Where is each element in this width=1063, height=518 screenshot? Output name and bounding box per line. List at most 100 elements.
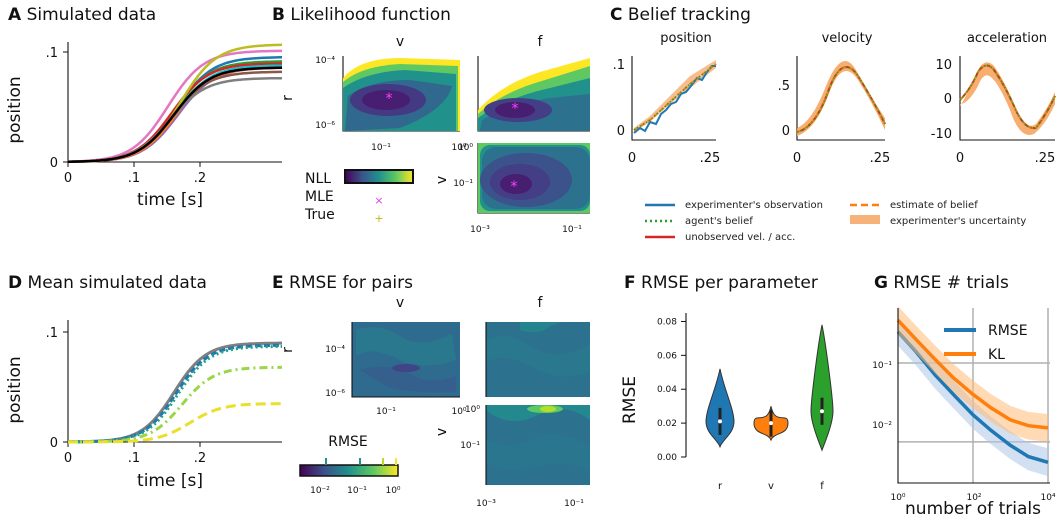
panel-c-vel-ytick-1: .5	[778, 79, 790, 94]
panel-e-xtick-bot-1: 10⁻¹	[564, 499, 584, 509]
panel-a-xtick-0: 0	[64, 171, 72, 186]
panel-b-title: Likelihood function	[290, 5, 451, 25]
panel-c-pos-observation	[633, 65, 716, 134]
panel-b-mle-marker-1: *	[386, 91, 393, 107]
panel-g-xtick-2: 10⁴	[1040, 493, 1055, 503]
panel-f-yticks: 0.00 0.02 0.04 0.06 0.08	[657, 317, 686, 463]
panel-a-xlabel: time [s]	[137, 190, 203, 210]
panel-e-cbar-label: RMSE	[328, 434, 368, 450]
panel-e-vtick-0: 10⁻¹	[460, 441, 480, 451]
panel-d-condition-curve	[68, 402, 282, 444]
panel-e-xtick-bot-0: 10⁻³	[476, 499, 496, 509]
panel-b-rtick-0: 10⁻⁴	[315, 56, 335, 66]
panel-e-row-r: r	[280, 347, 296, 353]
panel-d-xtick-1: .1	[128, 451, 140, 466]
panel-f: F RMSE per parameter RMSE 0.000.020.040.…	[620, 273, 834, 492]
panel-g-title: RMSE # trials	[893, 273, 1009, 293]
panel-g-plot	[896, 306, 1050, 483]
panel-e-col-f: f	[538, 295, 544, 311]
panel-b-letter: B	[272, 5, 285, 25]
panel-b-nll-colorbar	[344, 169, 414, 184]
panel-c-acc-uncertainty	[960, 62, 1055, 135]
panel-e-col-v: v	[396, 295, 404, 311]
panel-f-median-f	[820, 409, 824, 414]
panel-g: G RMSE # trials 10⁻¹ 10⁻² 10⁰ 10² 10⁴ nu…	[872, 273, 1056, 518]
panel-e-row-v: v	[434, 428, 450, 436]
panel-a-title: Simulated data	[27, 5, 157, 25]
panel-a-xtick-2: .2	[194, 171, 206, 186]
panel-e-title: RMSE for pairs	[289, 273, 413, 293]
panel-a-mean-curve	[68, 66, 283, 163]
panel-f-ytick: 0.08	[657, 317, 677, 327]
panel-e-rtick-0: 10⁻⁴	[325, 345, 345, 355]
panel-c-vel-xtick-0: 0	[793, 151, 801, 166]
panel-b-legend-true: True	[304, 207, 335, 223]
panel-b-xtick-bot-1: 10⁻¹	[562, 225, 582, 235]
panel-f-ytick: 0.02	[657, 419, 677, 429]
panel-g-legend-kl: KL	[988, 347, 1005, 363]
panel-d-ytick-0: 0	[50, 436, 58, 451]
legend-swatch-uncertainty	[850, 215, 880, 224]
panel-e-rtick-1: 10⁻⁶	[325, 389, 345, 399]
panel-c-acc-xtick-1: .25	[1035, 151, 1056, 166]
svg-text:D Mean simulated data: D Mean simulated data	[8, 273, 207, 293]
panel-b-row-r: r	[280, 95, 296, 101]
panel-f-letter: F	[624, 273, 636, 293]
panel-c-sub-velocity: velocity	[822, 31, 873, 46]
panel-g-xtick-1: 10²	[966, 493, 981, 503]
panel-f-violin-f	[810, 324, 834, 452]
panel-f-ytick: 0.06	[657, 351, 677, 361]
panel-c-vel-ytick-0: 0	[782, 124, 790, 139]
panel-a-letter: A	[8, 5, 22, 25]
panel-g-ytick-0: 10⁻¹	[872, 361, 892, 371]
panel-c-acc-ytick-0: 0	[944, 92, 952, 107]
panel-f-ytick: 0.00	[657, 453, 677, 463]
panel-f-xtick-f: f	[820, 481, 824, 492]
panel-g-ytick-1: 10⁻²	[872, 421, 892, 431]
svg-text:B Likelihood function: B Likelihood function	[272, 5, 451, 25]
panel-b-legend-true-marker: +	[374, 212, 383, 225]
panel-g-band-kl	[898, 306, 1048, 442]
panel-e-letter: E	[272, 273, 284, 293]
panel-e: E RMSE for pairs v f r v 10⁻⁴ 10⁻⁶ 10⁻¹ …	[272, 273, 590, 509]
panel-e-xtick-top-0: 10⁻¹	[376, 407, 396, 417]
svg-text:A Simulated data: A Simulated data	[8, 5, 156, 25]
panel-b-rtick-1: 10⁻⁶	[315, 121, 335, 131]
panel-b-mle-marker-2: *	[512, 101, 519, 117]
panel-c-pos-estimate	[633, 63, 717, 131]
panel-c-vel-belief	[796, 66, 886, 133]
panel-g-xtick-0: 10⁰	[890, 493, 905, 503]
panel-c-pos-belief	[633, 63, 717, 131]
svg-text:G RMSE # trials: G RMSE # trials	[874, 273, 1009, 293]
panel-e-colorbar	[299, 464, 399, 477]
panel-f-title: RMSE per parameter	[641, 273, 818, 293]
panel-c-acc-ytick-neg10: -10	[931, 127, 952, 142]
panel-a-axes	[67, 42, 282, 163]
panel-g-letter: G	[874, 273, 888, 293]
panel-e-vtick-top: 10⁰	[465, 405, 480, 415]
panel-b: B Likelihood function v f r v * 10⁻⁴ 10⁻…	[272, 5, 590, 235]
panel-c-sub-position: position	[660, 31, 712, 46]
panel-f-median-r	[718, 419, 722, 424]
panel-c: C Belief tracking position velocity acce…	[610, 5, 1056, 243]
panel-f-xtick-r: r	[718, 481, 723, 492]
panel-d-letter: D	[8, 273, 22, 293]
panel-a-ytick-1: .1	[46, 46, 58, 61]
panel-d-xlabel: time [s]	[137, 471, 203, 491]
svg-text:E RMSE for pairs: E RMSE for pairs	[272, 273, 413, 293]
panel-b-xtick-bot-0: 10⁻³	[470, 225, 490, 235]
panel-a-curves	[67, 43, 283, 164]
panel-a-ytick-0: 0	[50, 156, 58, 171]
panel-c-pos-xtick-1: .25	[700, 151, 721, 166]
panel-d-axes	[67, 320, 282, 443]
panel-c-acc-xtick-0: 0	[956, 151, 964, 166]
panel-b-row-v: v	[434, 176, 450, 184]
panel-c-pos-ytick-1: .1	[613, 58, 625, 73]
panel-d-condition-curve	[68, 343, 282, 444]
panel-d-ylabel: position	[5, 356, 25, 423]
panel-c-acc-ytick-10: 10	[935, 58, 952, 73]
panel-b-vtick-top: 10⁰	[458, 143, 473, 153]
panel-f-ylabel: RMSE	[620, 376, 640, 424]
